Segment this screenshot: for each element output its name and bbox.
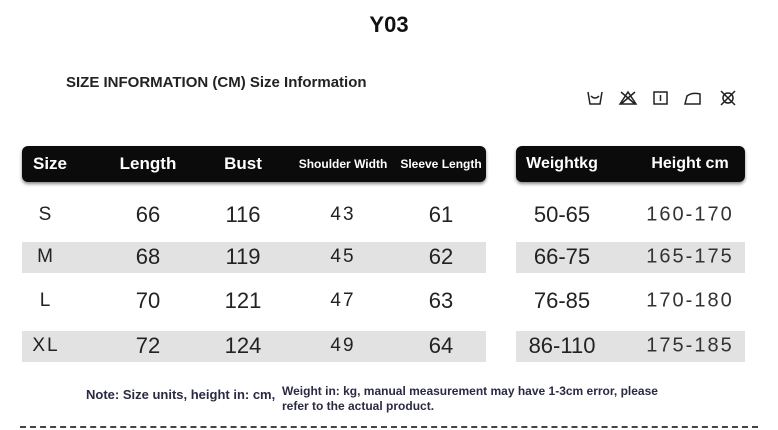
table-cell: 66	[135, 202, 161, 227]
table-cell: 116	[225, 202, 261, 227]
row-band	[22, 331, 486, 362]
wash-icon	[587, 91, 603, 105]
dryclean-cross	[720, 90, 736, 106]
dryclean-icon	[722, 92, 734, 104]
column-header: Shoulder Width	[298, 157, 388, 171]
table-cell: 160-170	[646, 203, 734, 226]
table-cell: 70	[135, 288, 161, 313]
table-cell: 64	[428, 333, 454, 358]
note: Weight in: kg, manual measurement may ha…	[282, 384, 658, 413]
care-icons	[587, 90, 736, 106]
table-cell: L	[39, 290, 53, 311]
iron-icon	[684, 92, 701, 105]
column-header: Sleeve Length	[400, 157, 482, 171]
column-header: Bust	[224, 154, 262, 173]
dry-icon	[653, 91, 668, 105]
fit-header-bar	[516, 146, 745, 182]
row-band	[516, 331, 745, 362]
row-band	[22, 242, 486, 273]
table-cell: 49	[330, 335, 356, 356]
column-header: Size	[32, 154, 68, 173]
table-cell: 62	[428, 244, 454, 269]
table-cell: 61	[428, 202, 454, 227]
table-cell: 86-110	[528, 333, 596, 358]
table-cell: 66-75	[533, 244, 591, 269]
table-cell: 124	[224, 333, 262, 358]
table-cell: 170-180	[646, 289, 734, 312]
table-cell: 175-185	[646, 334, 734, 357]
table-cell: 50-65	[533, 202, 591, 227]
table-cell: 165-175	[646, 245, 734, 268]
table-cell: 68	[135, 244, 161, 269]
column-header: Weightkg	[526, 155, 598, 172]
table-cell: 45	[330, 246, 356, 267]
table-cell: 72	[135, 333, 161, 358]
table-cell: 119	[225, 244, 261, 269]
table-cell: XL	[32, 335, 60, 356]
note: Note: Size units, height in: cm,	[86, 387, 276, 402]
table-cell: 43	[330, 204, 356, 225]
no-bleach-icon	[618, 90, 638, 105]
table-cell: 63	[428, 288, 454, 313]
table-cell: S	[38, 204, 54, 225]
table-cell: 76-85	[533, 288, 591, 313]
column-header: Length	[119, 154, 177, 173]
subtitle: SIZE INFORMATION (CM) Size Information	[66, 74, 367, 91]
divider	[20, 426, 758, 428]
table-cell: 121	[224, 288, 262, 313]
size-header-bar	[22, 146, 486, 182]
table-cell: 47	[330, 290, 356, 311]
title: Y03	[369, 12, 409, 37]
table-cell: M	[37, 246, 55, 267]
column-header: Height cm	[651, 155, 729, 172]
row-band	[516, 242, 745, 273]
